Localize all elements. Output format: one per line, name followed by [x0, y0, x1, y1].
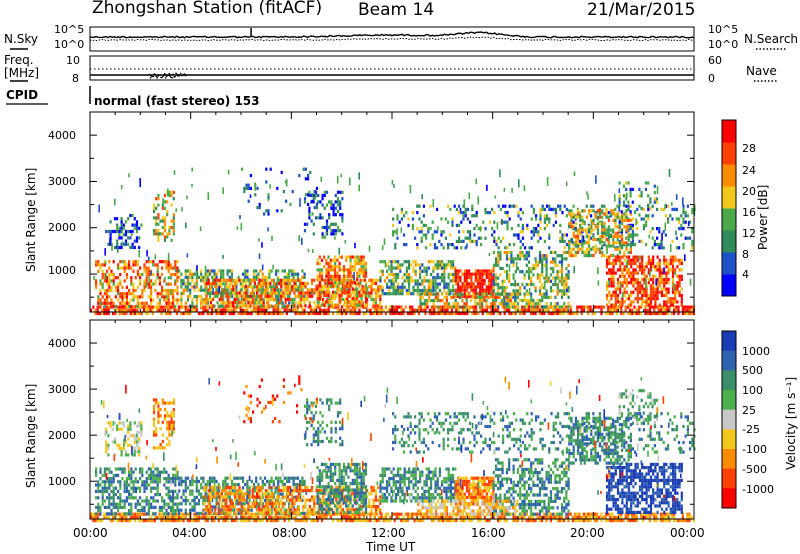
nsearch-trace	[89, 36, 695, 42]
xtick-2400: 00:00	[670, 526, 705, 540]
vel-ytick-4000: 4000	[48, 337, 76, 350]
xtick-0000: 00:00	[73, 526, 108, 540]
beam-title: Beam 14	[358, 0, 435, 20]
freq-panel-frame	[89, 55, 695, 81]
nave-tick-high: 60	[708, 54, 722, 67]
power-ytick-3000: 3000	[48, 175, 76, 188]
power-colorbar-band	[722, 208, 736, 231]
velocity-colorbar-band	[722, 331, 736, 352]
station-title: Zhongshan Station (fitACF)	[92, 0, 323, 18]
velocity-colorbar-band	[722, 350, 736, 371]
freq-tick-low: 8	[72, 72, 79, 85]
cpid-label: CPID	[6, 88, 39, 102]
vel-ytick-3000: 3000	[48, 383, 76, 396]
power-cbar-tick-4: 4	[742, 268, 749, 281]
xtick-1600: 16:00	[471, 526, 506, 540]
vel-cbar-tick-1000: 1000	[742, 345, 770, 358]
date-title: 21/Mar/2015	[587, 0, 696, 20]
power-cbar-tick-8: 8	[742, 248, 749, 261]
power-colorbar-band	[722, 274, 736, 297]
vel-cbar-tick-25: 25	[742, 404, 756, 417]
noise-panel-frame	[89, 26, 695, 52]
nsky-tick-high: 10^5	[54, 23, 85, 36]
power-colorbar-band	[722, 252, 736, 275]
nsky-tick-low: 10^0	[54, 38, 85, 51]
xtick-0400: 04:00	[172, 526, 207, 540]
power-ytick-1000: 1000	[48, 264, 76, 277]
nsearch-tick-high: 10^5	[708, 23, 739, 36]
freq-dip	[147, 72, 187, 79]
vel-cbar-tick-500: 500	[742, 364, 763, 377]
power-ytick-4000: 4000	[48, 129, 76, 142]
vel-cbar-tick-m25: -25	[742, 423, 760, 436]
velocity-colorbar-band	[722, 468, 736, 489]
power-colorbar-frame	[721, 119, 737, 297]
nsearch-label: N.Search	[744, 32, 799, 46]
nsky-trace	[90, 31, 695, 39]
velocity-colorbar-band	[722, 488, 736, 509]
power-cbar-tick-28: 28	[742, 142, 756, 155]
velocity-colorbar-band	[722, 370, 736, 391]
power-cbar-tick-12: 12	[742, 227, 756, 240]
freq-tick-high: 10	[66, 54, 80, 67]
velocity-panel-cells	[90, 375, 696, 523]
freq-unit-label: [MHz]	[4, 66, 40, 80]
power-ytick-2000: 2000	[48, 221, 76, 234]
power-colorbar-band	[722, 120, 736, 143]
velocity-colorbar-band	[722, 390, 736, 411]
nave-label: Nave	[746, 64, 777, 78]
power-colorbar-band	[722, 230, 736, 253]
power-panel-cells	[90, 167, 696, 316]
freq-label: Freq.	[4, 53, 34, 67]
vel-cbar-tick-m1000: -1000	[742, 483, 774, 496]
power-cbar-tick-20: 20	[742, 185, 756, 198]
vel-cbar-tick-m100: -100	[742, 443, 767, 456]
power-cbar-tick-16: 16	[742, 206, 756, 219]
vel-ytick-1000: 1000	[48, 475, 76, 488]
xtick-1200: 12:00	[371, 526, 406, 540]
nsky-label: N.Sky	[4, 32, 39, 46]
power-colorbar-band	[722, 142, 736, 165]
velocity-colorbar-band	[722, 409, 736, 430]
velocity-colorbar-frame	[721, 330, 737, 509]
vel-cbar-tick-m500: -500	[742, 463, 767, 476]
velocity-colorbar-band	[722, 449, 736, 470]
velocity-colorbar-band	[722, 429, 736, 450]
nave-tick-low: 0	[708, 72, 715, 85]
vel-ytick-2000: 2000	[48, 429, 76, 442]
power-colorbar-band	[722, 186, 736, 209]
x-axis-title: Time UT	[366, 540, 416, 554]
power-cbar-tick-24: 24	[742, 164, 756, 177]
xtick-0800: 08:00	[272, 526, 307, 540]
cpid-value: normal (fast stereo) 153	[94, 94, 260, 108]
power-colorbar-band	[722, 164, 736, 187]
vel-cbar-tick-100: 100	[742, 384, 763, 397]
xtick-2000: 20:00	[570, 526, 605, 540]
nsearch-tick-low: 10^0	[708, 38, 739, 51]
